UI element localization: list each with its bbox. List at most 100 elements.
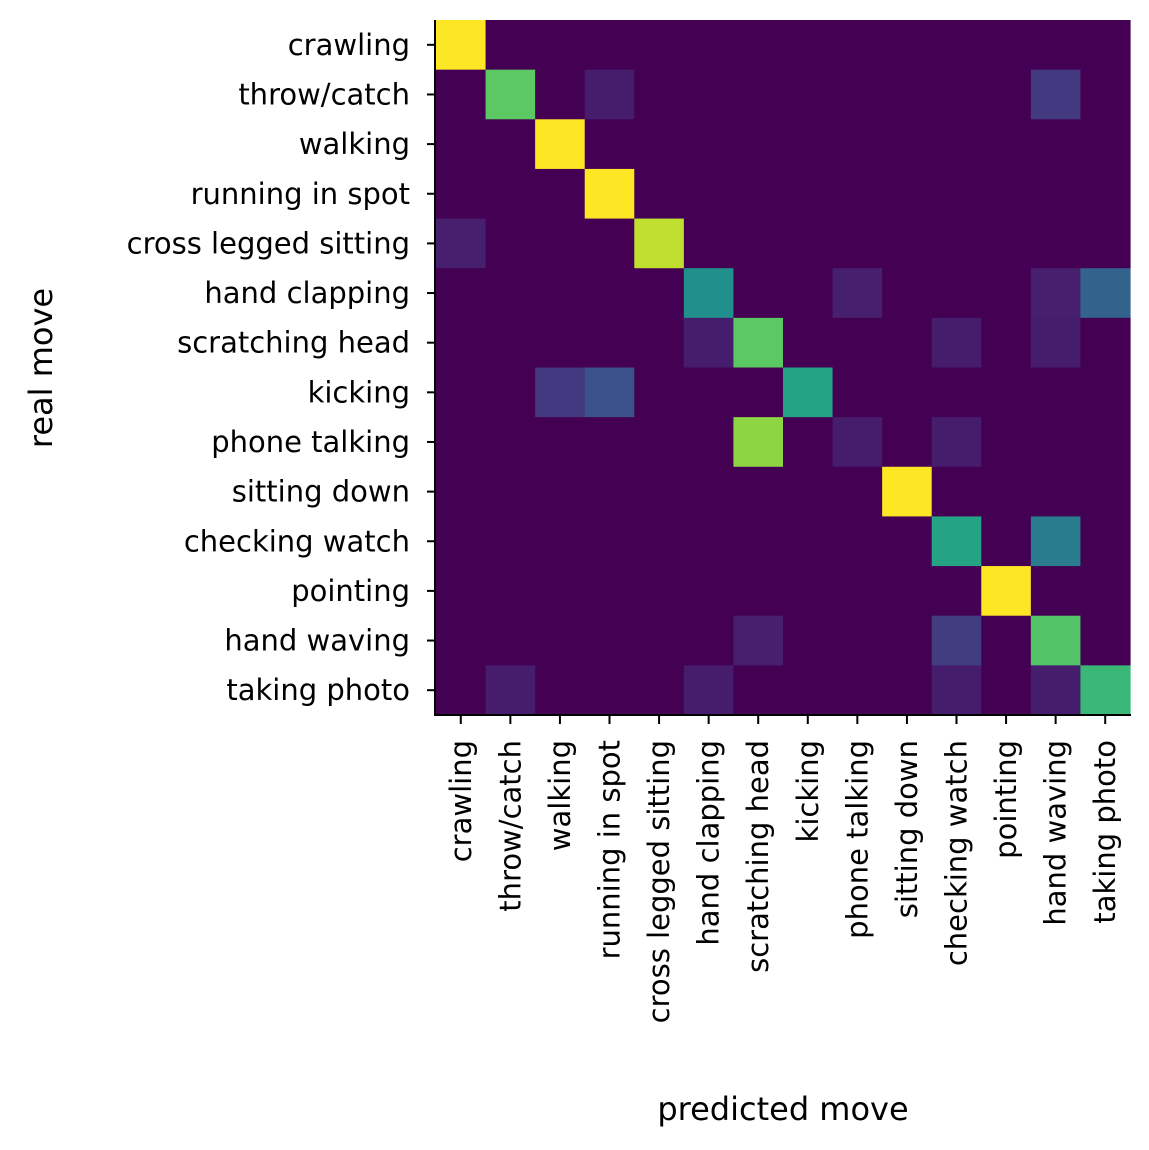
heatmap-cell (584, 20, 635, 71)
heatmap-cell (1080, 566, 1131, 617)
heatmap-cell (485, 516, 536, 567)
x-tick-label: hand waving (1039, 740, 1073, 926)
heatmap-cell (733, 168, 784, 220)
heatmap-cell (783, 218, 834, 269)
heatmap-cell (683, 268, 735, 319)
heatmap-cell (634, 615, 685, 666)
x-tick-label: checking watch (940, 740, 974, 966)
heatmap-cell (882, 20, 933, 71)
heatmap-cell (981, 665, 1032, 716)
heatmap-cell (436, 566, 487, 617)
heatmap-cell (485, 218, 536, 269)
y-tick-label: sitting down (232, 475, 410, 509)
heatmap-cell (931, 615, 982, 666)
heatmap-cell (634, 20, 685, 71)
x-tick-label: kicking (791, 740, 825, 842)
heatmap-cell (1030, 665, 1082, 716)
heatmap-cell (1080, 69, 1131, 120)
y-tick-label: hand waving (224, 624, 410, 658)
heatmap-cell (584, 218, 635, 269)
heatmap-cell (535, 466, 586, 518)
heatmap-cell (931, 466, 982, 518)
heatmap-cell (1030, 516, 1082, 567)
heatmap-cell (634, 69, 685, 120)
heatmap-cell (436, 516, 487, 567)
heatmap-cell (683, 367, 735, 418)
heatmap-cell (436, 268, 487, 319)
heatmap-cell (733, 566, 784, 617)
y-tick-label: scratching head (177, 326, 410, 360)
y-tick-label: kicking (308, 375, 410, 409)
x-tick-labels: crawling throw/catch walking running in spo… (444, 715, 1122, 1023)
x-tick-label: running in spot (593, 740, 627, 959)
heatmap-cell (733, 516, 784, 567)
heatmap-cell (485, 615, 536, 666)
heatmap-cell (981, 268, 1032, 319)
heatmap-cell (783, 168, 834, 220)
heatmap-cell (634, 566, 685, 617)
x-tick-label: walking (543, 740, 577, 851)
y-tick-label: checking watch (184, 524, 410, 558)
heatmap-cell (634, 417, 685, 468)
heatmap-cell (832, 119, 883, 170)
heatmap-cell (634, 466, 685, 518)
heatmap-cell (683, 168, 735, 220)
heatmap-cell (1030, 69, 1082, 120)
heatmap-cell (882, 218, 933, 269)
heatmap-cell (1080, 168, 1131, 220)
heatmap-cell (832, 20, 883, 71)
heatmap-cell (535, 69, 586, 120)
heatmap-cell (1030, 218, 1082, 269)
heatmap-cell (683, 20, 735, 71)
heatmap-cell (1030, 168, 1082, 220)
x-tick-label: phone talking (840, 740, 874, 939)
heatmap-cell (634, 268, 685, 319)
heatmap-cell (485, 268, 536, 319)
heatmap-cell (783, 417, 834, 468)
heatmap-cell (882, 119, 933, 170)
heatmap-cell (535, 566, 586, 617)
heatmap-cell (783, 566, 834, 617)
heatmap-cell (535, 665, 586, 716)
heatmap-cell (931, 566, 982, 617)
heatmap-cell (981, 69, 1032, 120)
heatmap-cell (1080, 268, 1131, 319)
heatmap-cell (634, 516, 685, 567)
heatmap-cell (882, 69, 933, 120)
heatmap-cell (535, 367, 586, 418)
heatmap-cell (1080, 119, 1131, 170)
heatmap-cell (535, 615, 586, 666)
heatmap-cell (584, 665, 635, 716)
heatmap-cell (436, 168, 487, 220)
heatmap-cell (832, 218, 883, 269)
heatmap-cell (832, 168, 883, 220)
heatmap-cell (485, 317, 536, 369)
heatmap-cell (485, 566, 536, 617)
heatmap-cell (634, 367, 685, 418)
heatmap-cell (981, 218, 1032, 269)
y-tick-label: walking (299, 127, 410, 161)
heatmap-cell (832, 665, 883, 716)
heatmap-cell (733, 268, 784, 319)
heatmap-cell (1080, 466, 1131, 518)
heatmap-cell (882, 268, 933, 319)
heatmap-cell (485, 665, 536, 716)
heatmap-cell (981, 466, 1032, 518)
heatmap-cell (683, 69, 735, 120)
heatmap-cell (981, 566, 1032, 617)
heatmap-cell (931, 168, 982, 220)
heatmap-cell (832, 268, 883, 319)
heatmap-cell (485, 168, 536, 220)
heatmap-cell (783, 119, 834, 170)
heatmap-cell (1080, 615, 1131, 666)
heatmap-cell (733, 466, 784, 518)
heatmap-cell (436, 20, 487, 71)
heatmap-cell (981, 417, 1032, 468)
heatmap-cell (584, 566, 635, 617)
heatmap-cell (436, 466, 487, 518)
heatmap-cell (832, 615, 883, 666)
heatmap-cell (882, 317, 933, 369)
heatmap-cell (1030, 466, 1082, 518)
heatmap-cell (733, 665, 784, 716)
heatmap-cell (882, 168, 933, 220)
